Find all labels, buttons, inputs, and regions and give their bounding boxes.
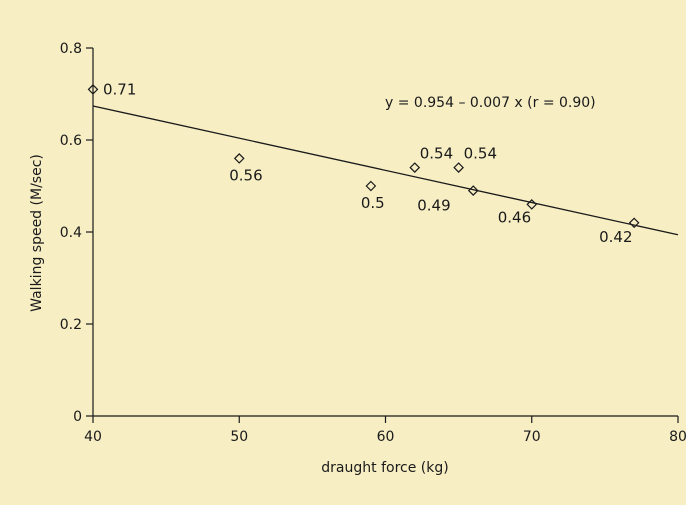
- x-tick-label: 70: [523, 429, 541, 445]
- data-point-marker: [628, 217, 640, 229]
- y-tick-label: 0.4: [60, 225, 82, 241]
- data-point-label: 0.54: [420, 145, 453, 163]
- data-point-marker: [467, 185, 479, 196]
- data-point-marker: [365, 180, 377, 192]
- x-axis-title: draught force (kg): [321, 460, 448, 476]
- regression-equation-label: y = 0.954 – 0.007 x (r = 0.90): [385, 95, 596, 111]
- points-group: 0.71 0.56 0.5 0.54 0.54 0.49 0.46 0.42: [87, 80, 640, 246]
- ticks-group: 0 0.2 0.4 0.6 0.8 40 50 60 70 80: [60, 41, 686, 445]
- y-tick-label: 0: [73, 409, 82, 425]
- data-point-label: 0.5: [361, 194, 385, 212]
- y-tick-label: 0.8: [60, 41, 82, 57]
- data-point-marker: [526, 199, 538, 210]
- data-point-label: 0.42: [599, 228, 632, 246]
- data-point-label: 0.46: [498, 208, 531, 226]
- y-tick-label: 0.6: [60, 133, 82, 149]
- data-point-label: 0.56: [229, 166, 262, 184]
- y-axis-title: Walking speed (M/sec): [29, 154, 45, 312]
- regression-line: [92, 105, 679, 236]
- x-tick-label: 60: [377, 429, 395, 445]
- data-point-marker: [233, 153, 245, 164]
- data-point-label: 0.54: [464, 145, 497, 163]
- y-tick-label: 0.2: [60, 317, 82, 333]
- data-point-marker: [453, 162, 464, 173]
- data-point-marker: [87, 84, 99, 95]
- x-tick-label: 80: [669, 429, 686, 445]
- data-point-marker: [409, 162, 421, 173]
- data-point-label: 0.71: [103, 80, 136, 98]
- x-tick-label: 50: [230, 429, 248, 445]
- data-point-label: 0.49: [417, 197, 450, 215]
- x-tick-label: 40: [84, 429, 102, 445]
